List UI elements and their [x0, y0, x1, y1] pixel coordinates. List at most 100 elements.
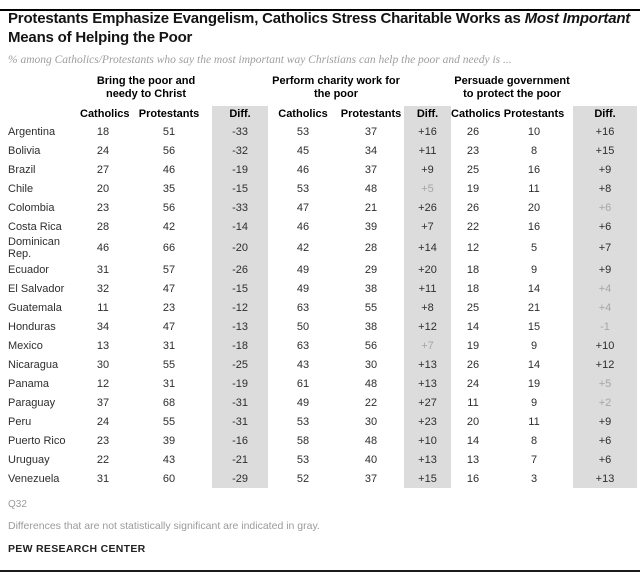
percent-value: 27 [96, 163, 110, 176]
percent-value: 14 [527, 282, 541, 295]
percent-value: 31 [96, 263, 110, 276]
diff-value: -31 [212, 393, 269, 412]
col-header-diff: Diff. [404, 106, 452, 122]
percent-value: 23 [162, 301, 176, 314]
country-label: Peru [8, 415, 32, 428]
percent-value: 48 [364, 182, 378, 195]
percent-value: 42 [296, 242, 310, 254]
bottom-rule [0, 570, 640, 572]
country-label: Ecuador [8, 263, 49, 276]
percent-value: 16 [527, 163, 541, 176]
group-header-government: Persuade government to protect the poor [454, 75, 570, 100]
percent-value: 42 [162, 220, 176, 233]
diff-value: +6 [573, 450, 638, 469]
percent-value: 40 [364, 453, 378, 466]
percent-value: 12 [96, 377, 110, 390]
diff-value: +5 [404, 179, 452, 198]
table-row: Mexico 13 31 -18 63 56 +7 19 9 +10 [8, 336, 638, 355]
table-row: Colombia 23 56 -33 47 21 +26 26 20 +6 [8, 198, 638, 217]
percent-value: 38 [364, 320, 378, 333]
percent-value: 25 [466, 301, 480, 314]
percent-value: 13 [466, 453, 480, 466]
percent-value: 25 [466, 163, 480, 176]
percent-value: 24 [96, 144, 110, 157]
table-row: Costa Rica 28 42 -14 46 39 +7 22 16 +6 [8, 217, 638, 236]
diff-value: +16 [573, 122, 638, 141]
percent-value: 24 [466, 377, 480, 390]
diff-value: +4 [573, 298, 638, 317]
diff-value: +12 [573, 355, 638, 374]
percent-value: 52 [296, 472, 310, 485]
percent-value: 23 [96, 434, 110, 447]
percent-value: 58 [296, 434, 310, 447]
percent-value: 53 [296, 453, 310, 466]
country-label: Uruguay [8, 453, 50, 466]
table-row: Honduras 34 47 -13 50 38 +12 14 15 -1 [8, 317, 638, 336]
diff-value: -25 [212, 355, 269, 374]
diff-value: +27 [404, 393, 452, 412]
table-row: Panama 12 31 -19 61 48 +13 24 19 +5 [8, 374, 638, 393]
table-row: El Salvador 32 47 -15 49 38 +11 18 14 +4 [8, 279, 638, 298]
percent-value: 5 [530, 242, 538, 254]
country-label: Paraguay [8, 396, 56, 409]
percent-value: 46 [96, 242, 110, 254]
diff-value: +12 [404, 317, 452, 336]
percent-value: 11 [97, 301, 109, 314]
percent-value: 13 [96, 339, 110, 352]
percent-value: 37 [364, 472, 378, 485]
country-label: Bolivia [8, 144, 41, 157]
table-row: Brazil 27 46 -19 46 37 +9 25 16 +9 [8, 160, 638, 179]
diff-value: +10 [404, 431, 452, 450]
percent-value: 46 [296, 163, 310, 176]
table-row: Uruguay 22 43 -21 53 40 +13 13 7 +6 [8, 450, 638, 469]
percent-value: 34 [96, 320, 110, 333]
col-header-catholics: Catholics [451, 108, 501, 120]
diff-value: +9 [573, 260, 638, 279]
country-label: Honduras [8, 320, 56, 333]
percent-value: 48 [364, 434, 378, 447]
table-row: Bolivia 24 56 -32 45 34 +11 23 8 +15 [8, 141, 638, 160]
col-header-diff: Diff. [573, 106, 638, 122]
column-header-row: Catholics Protestants Diff. Catholics Pr… [8, 106, 638, 122]
diff-value: +11 [404, 279, 452, 298]
table-row: Guatemala 11 23 -12 63 55 +8 25 21 +4 [8, 298, 638, 317]
col-header-catholics: Catholics [80, 108, 130, 120]
country-label: Colombia [8, 201, 55, 214]
report-card: Protestants Emphasize Evangelism, Cathol… [0, 9, 640, 555]
country-label: Chile [8, 182, 34, 195]
percent-value: 14 [527, 358, 541, 371]
percent-value: 16 [466, 472, 480, 485]
percent-value: 19 [466, 339, 480, 352]
percent-value: 16 [527, 220, 541, 233]
diff-value: +15 [573, 141, 638, 160]
percent-value: 55 [162, 415, 176, 428]
percent-value: 28 [364, 242, 378, 254]
group-header-spacer [212, 74, 268, 106]
group-header-charity: Perform charity work for the poor [272, 75, 400, 100]
percent-value: 49 [296, 282, 310, 295]
percent-value: 45 [296, 144, 310, 157]
percent-value: 32 [96, 282, 110, 295]
diff-value: +9 [404, 160, 452, 179]
diff-value: +4 [573, 279, 638, 298]
percent-value: 50 [296, 320, 310, 333]
country-label: El Salvador [8, 282, 65, 295]
percent-value: 9 [530, 339, 538, 352]
percent-value: 11 [528, 182, 540, 195]
percent-value: 19 [466, 182, 480, 195]
percent-value: 37 [364, 163, 378, 176]
percent-value: 9 [530, 263, 538, 276]
percent-value: 11 [467, 396, 479, 409]
percent-value: 8 [530, 434, 538, 447]
table-row: Venezuela 31 60 -29 52 37 +15 16 3 +13 [8, 469, 638, 488]
percent-value: 31 [96, 472, 110, 485]
percent-value: 46 [162, 163, 176, 176]
country-label: Argentina [8, 125, 56, 138]
table-row: Paraguay 37 68 -31 49 22 +27 11 9 +2 [8, 393, 638, 412]
diff-value: +6 [573, 431, 638, 450]
percent-value: 15 [527, 320, 541, 333]
significance-note: Differences that are not statistically s… [8, 520, 320, 532]
diff-value: +16 [404, 122, 452, 141]
col-header-diff: Diff. [212, 106, 269, 122]
country-label: Guatemala [8, 301, 62, 314]
